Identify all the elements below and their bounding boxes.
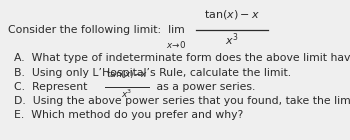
Text: D.  Using the above power series that you found, take the limit.: D. Using the above power series that you…	[14, 96, 350, 106]
Text: as a power series.: as a power series.	[153, 82, 256, 92]
Text: E.  Which method do you prefer and why?: E. Which method do you prefer and why?	[14, 110, 243, 120]
Text: A.  What type of indeterminate form does the above limit have?: A. What type of indeterminate form does …	[14, 53, 350, 63]
Text: $x^3$: $x^3$	[121, 88, 133, 100]
Text: $\mathregular{tan}(x) - x$: $\mathregular{tan}(x) - x$	[204, 8, 260, 21]
Text: $\mathregular{tan}(x){-}x$: $\mathregular{tan}(x){-}x$	[106, 68, 148, 80]
Text: $x\!\rightarrow\!0$: $x\!\rightarrow\!0$	[166, 39, 186, 50]
Text: B.  Using only L’Hospital’s Rule, calculate the limit.: B. Using only L’Hospital’s Rule, calcula…	[14, 68, 291, 78]
Text: Consider the following limit:  lim: Consider the following limit: lim	[8, 25, 185, 35]
Text: $x^3$: $x^3$	[225, 31, 239, 48]
Text: C.  Represent: C. Represent	[14, 82, 88, 92]
